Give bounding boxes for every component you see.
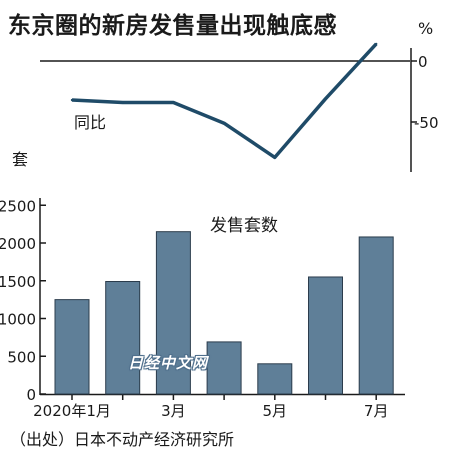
bar-y-tick-label: 500 [7, 348, 36, 366]
bar-chart-panel: 套 0 500 1000 1500 2000 2500 2020年1月 3月 5月 7月 发售套数 [0, 150, 405, 420]
line-point [375, 42, 378, 46]
line-y-unit: % [418, 19, 433, 38]
bar-y-unit: 套 [12, 150, 28, 169]
line-y-tick-label: -50 [414, 114, 439, 132]
bar-7 [358, 236, 394, 395]
line-point [273, 156, 276, 159]
chart-title: 东京圈的新房发售量出现触底感 [8, 13, 337, 39]
line-point [222, 122, 226, 125]
bar-y-tick-label: 1000 [0, 311, 36, 329]
bar-4 [206, 341, 242, 395]
bar-1 [54, 299, 90, 395]
bar-x-tick-label: 7月 [364, 402, 389, 420]
bar-y-tick-label: 1500 [0, 273, 36, 291]
line-point [172, 101, 175, 104]
source-note: （出处）日本不动产经济研究所 [10, 430, 235, 449]
line-point [70, 98, 74, 102]
bar-y-tick-label: 2000 [0, 235, 36, 253]
bar-y-tick-label: 2500 [0, 197, 36, 215]
line-point [121, 101, 124, 104]
bar-3 [155, 231, 191, 395]
line-series-label: 同比 [74, 113, 106, 132]
bar-x-tick-label: 3月 [161, 402, 186, 420]
bar-6 [308, 276, 343, 395]
bar-x-tick-label: 2020年1月 [33, 402, 111, 420]
bar-5 [257, 363, 293, 395]
watermark-text: 日经中文网 [128, 354, 209, 372]
bar-y-tick-label: 0 [26, 386, 36, 404]
bar-series-label: 发售套数 [210, 216, 278, 236]
line-chart-panel: % 0 -50 同比 [40, 19, 439, 172]
bar-x-tick-label: 5月 [263, 402, 288, 420]
bar-2 [105, 281, 141, 395]
line-y-tick-label: 0 [418, 53, 428, 71]
line-point [324, 97, 327, 101]
